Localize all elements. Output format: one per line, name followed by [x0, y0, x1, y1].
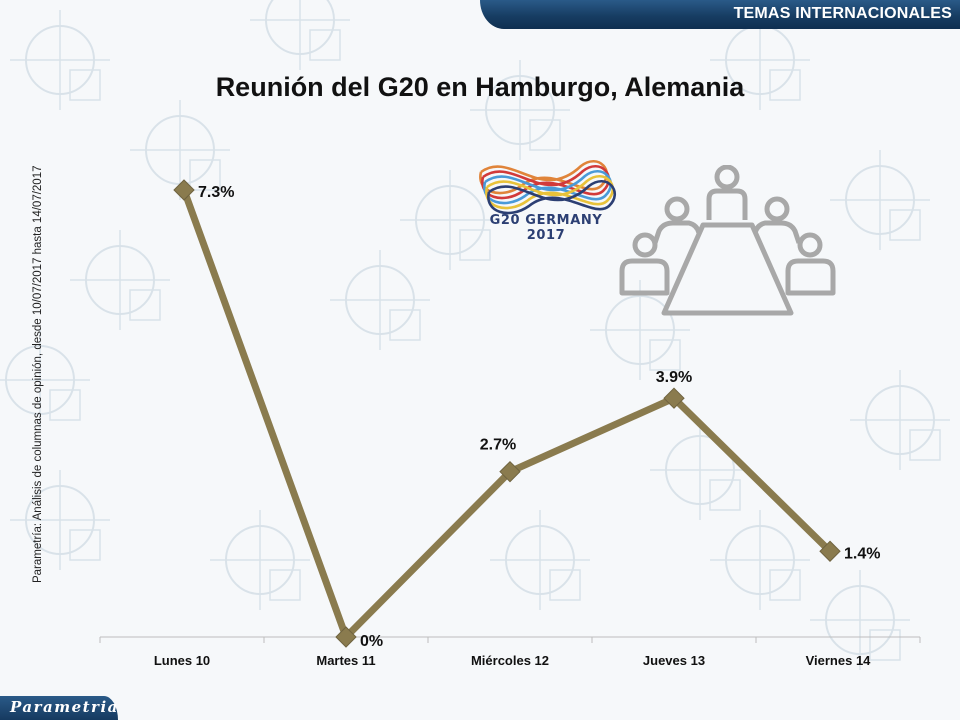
section-label: TEMAS INTERNACIONALES [733, 5, 952, 22]
section-header-bar: TEMAS INTERNACIONALES [480, 0, 960, 29]
data-label: 7.3% [198, 184, 234, 201]
x-tick-label: Miércoles 12 [471, 653, 549, 668]
g20-logo-text: G20 GERMANY 2017 [489, 213, 603, 243]
x-tick-label: Martes 11 [316, 653, 375, 668]
chart-title: Reunión del G20 en Hamburgo, Alemania [215, 72, 745, 102]
meeting-table-icon [619, 165, 836, 316]
series-line [180, 186, 834, 641]
g20-logo-icon [479, 159, 616, 215]
data-point-marker [335, 626, 357, 648]
data-point-marker [499, 460, 521, 483]
data-point-marker [819, 540, 841, 562]
data-point-marker [663, 387, 685, 409]
data-point-marker [173, 179, 195, 201]
x-tick-label: Jueves 13 [643, 653, 705, 668]
data-label: 3.9% [656, 369, 692, 386]
data-label: 0% [360, 633, 383, 650]
data-label: 1.4% [844, 545, 880, 562]
footer-brand-bar: Parametria [0, 696, 118, 720]
data-label: 2.7% [480, 437, 516, 454]
footer-brand: Parametria [10, 698, 119, 716]
x-tick-label: Lunes 10 [154, 653, 210, 668]
x-tick-label: Viernes 14 [806, 653, 872, 668]
